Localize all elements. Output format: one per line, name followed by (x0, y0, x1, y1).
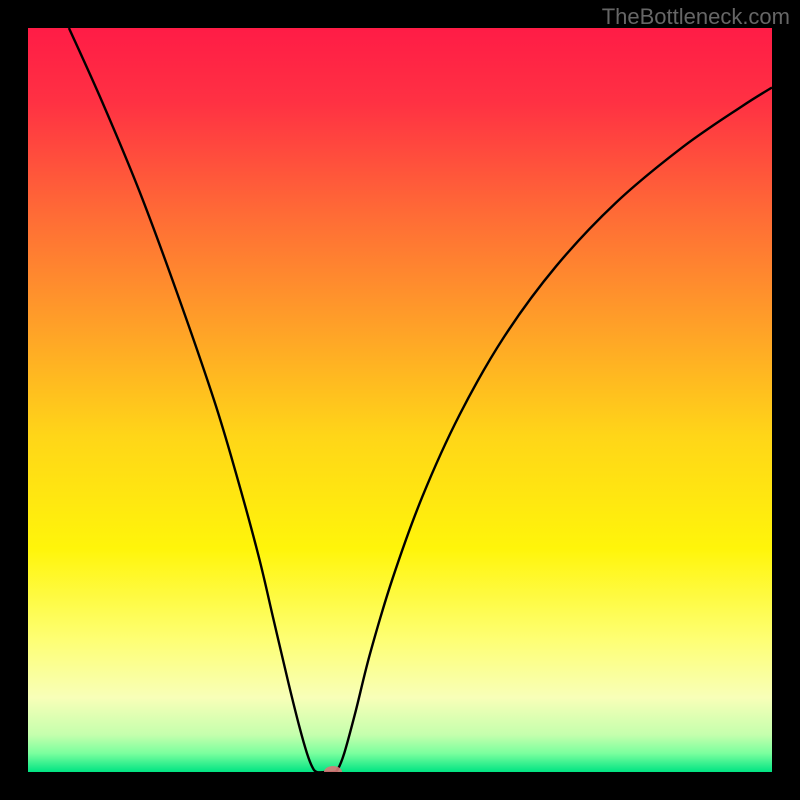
chart-container: TheBottleneck.com (0, 0, 800, 800)
plot-background (28, 28, 772, 772)
watermark-text: TheBottleneck.com (602, 4, 790, 30)
bottleneck-chart (0, 0, 800, 800)
